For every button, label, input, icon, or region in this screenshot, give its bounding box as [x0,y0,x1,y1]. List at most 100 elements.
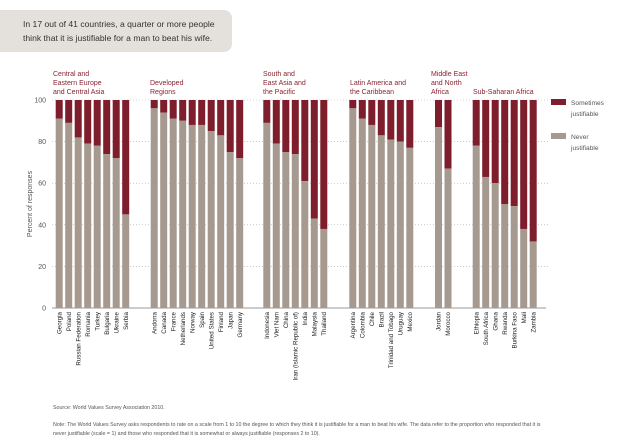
x-tick-label: Indonesia [264,311,271,338]
bar-sometimes-justifiable [65,100,73,123]
x-tick-label: Ethiopia [473,311,480,334]
x-tick-label: Poland [66,311,73,331]
bar-sometimes-justifiable [510,100,518,207]
headline-box: In 17 out of 41 countries, a quarter or … [0,10,232,52]
x-tick-label: China [283,311,290,328]
x-tick-label: Iran (Islamic Republic of) [293,312,300,380]
legend-swatch [551,133,566,139]
legend-label: justifiable [570,111,599,118]
bar-never-justifiable [103,154,111,308]
bar-sometimes-justifiable [112,100,120,159]
headline-line-2: think that it is justifiable for a man t… [23,33,213,43]
bar-sometimes-justifiable [217,100,225,136]
x-tick-label: Jordan [436,311,443,330]
y-tick-label: 60 [38,181,46,188]
y-axis-label: Percent of responses [27,170,34,237]
bar-never-justifiable [529,241,537,308]
bar-sometimes-justifiable [150,100,158,109]
bar-never-justifiable [207,131,215,308]
x-tick-label: Malaysia [312,311,319,336]
bar-sometimes-justifiable [74,100,82,138]
bar-never-justifiable [263,122,271,308]
x-tick-label: Brazil [379,312,386,327]
bar-never-justifiable [282,152,290,308]
bar-sometimes-justifiable [368,100,376,125]
bar-never-justifiable [122,214,130,308]
x-tick-label: Rwanda [502,311,509,334]
bar-never-justifiable [93,145,101,308]
bar-sometimes-justifiable [435,100,442,128]
x-tick-label: Mali [521,312,528,323]
x-tick-label: Turkey [94,311,101,331]
bar-sometimes-justifiable [358,100,366,119]
x-tick-label: Germany [237,311,244,337]
bar-never-justifiable [377,135,385,308]
bar-sometimes-justifiable [520,100,528,229]
bar-sometimes-justifiable [226,100,234,152]
x-tick-label: Georgia [56,311,63,334]
bar-sometimes-justifiable [444,100,452,169]
x-tick-label: Romania [85,311,92,336]
bar-sometimes-justifiable [122,100,130,215]
x-tick-label: Uruguay [398,311,405,335]
bar-never-justifiable [150,108,158,308]
legend-label: Never [571,134,589,141]
group-label: and Central Asia [53,89,104,96]
bar-sometimes-justifiable [160,100,168,113]
bar-sometimes-justifiable [169,100,177,119]
x-tick-label: Morocco [445,311,452,335]
group-label: South and [263,71,295,78]
x-tick-label: Zambia [530,311,537,332]
group-label: Developed [150,80,184,87]
x-tick-label: Bulgaria [104,311,111,334]
bar-sometimes-justifiable [320,100,328,229]
bar-sometimes-justifiable [236,100,244,159]
bar-never-justifiable [320,228,328,308]
bar-never-justifiable [65,122,73,308]
bar-never-justifiable [236,158,244,308]
bar-never-justifiable [406,147,414,308]
bar-never-justifiable [226,152,234,308]
bar-never-justifiable [291,154,299,308]
footnote-line-2: never justifiable (scale = 1) and those … [53,431,320,437]
group-label: Latin America and [350,80,406,87]
bar-sometimes-justifiable [84,100,92,144]
x-tick-label: Argentina [350,311,357,338]
bar-never-justifiable [520,228,528,308]
bar-never-justifiable [217,135,225,308]
legend-label: Sometimes [571,100,605,107]
x-tick-label: Andorra [151,311,158,334]
x-tick-label: Netherlands [180,312,187,345]
bar-sometimes-justifiable [198,100,206,125]
bar-sometimes-justifiable [301,100,309,182]
bar-never-justifiable [74,137,82,308]
bar-never-justifiable [435,127,442,308]
bar-never-justifiable [310,218,318,308]
x-tick-label: Finland [218,311,225,332]
bar-sometimes-justifiable [387,100,395,140]
bar-sometimes-justifiable [207,100,215,132]
bar-never-justifiable [358,118,366,308]
bar-never-justifiable [55,118,63,308]
source-note: Source: World Values Survey Association … [53,405,165,411]
y-tick-label: 0 [42,306,46,313]
bar-sometimes-justifiable [406,100,414,148]
bar-never-justifiable [160,112,168,308]
bar-never-justifiable [84,143,92,308]
group-label: Sub-Saharan Africa [473,89,534,96]
headline-line-1: In 17 out of 41 countries, a quarter or … [23,19,215,29]
bar-sometimes-justifiable [529,100,537,242]
x-tick-label: India [302,311,309,325]
bar-never-justifiable [387,139,395,308]
x-tick-label: Norway [189,311,196,333]
bar-never-justifiable [301,181,309,308]
group-label: Regions [150,89,176,96]
bar-never-justifiable [482,176,490,308]
x-tick-label: France [170,311,177,331]
bar-sometimes-justifiable [482,100,490,177]
legend-swatch [551,99,566,105]
x-tick-label: Serbia [123,311,130,329]
bar-never-justifiable [179,120,187,308]
bar-never-justifiable [368,124,376,309]
